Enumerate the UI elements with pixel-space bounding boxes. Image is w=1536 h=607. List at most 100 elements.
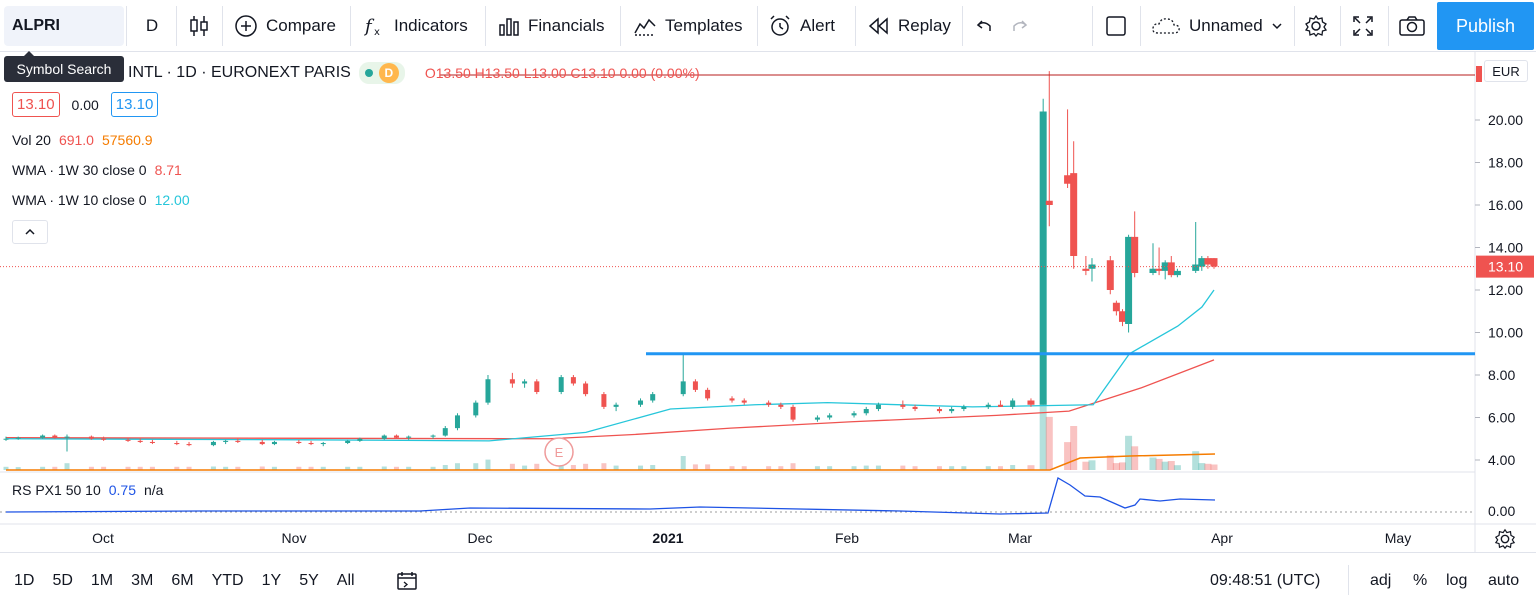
redo-button[interactable] xyxy=(1010,0,1030,52)
market-status-badge[interactable]: D xyxy=(358,62,405,84)
candle-body xyxy=(961,406,967,409)
series-legend: INTL · 1D · EURONEXT PARIS D O13.50 H13.… xyxy=(128,62,700,84)
rewind-icon xyxy=(868,17,888,35)
collapse-legend-button[interactable] xyxy=(12,220,48,244)
rsp-indicator: 0.00 xyxy=(0,477,1515,519)
candle-body xyxy=(40,435,46,438)
range-button-1y[interactable]: 1Y xyxy=(261,571,282,589)
calendar-range-icon xyxy=(397,571,417,590)
candle-body xyxy=(680,381,686,395)
candle-body xyxy=(570,377,576,384)
candle-body xyxy=(705,389,711,399)
gear-icon xyxy=(1494,528,1516,550)
volume-ma-line xyxy=(6,453,1216,471)
candle-body xyxy=(137,440,143,442)
volume-bar xyxy=(961,466,967,470)
auto-button[interactable]: auto xyxy=(1488,553,1519,607)
range-button-1m[interactable]: 1M xyxy=(90,571,114,589)
clock-button[interactable]: 09:48:51 (UTC) xyxy=(1210,553,1320,607)
candle-body xyxy=(357,438,363,441)
wma30-legend[interactable]: WMA · 1W 30 close 0 8.71 xyxy=(12,162,182,178)
volume-bar xyxy=(259,466,265,470)
interval-button[interactable]: D xyxy=(142,0,162,52)
candle-body xyxy=(442,428,448,436)
rsp-legend[interactable]: RS PX1 50 10 0.75 n/a xyxy=(12,482,163,498)
chart-type-button[interactable] xyxy=(187,0,211,52)
candle-body xyxy=(3,438,9,440)
candle-body xyxy=(729,398,735,401)
fullscreen-button[interactable] xyxy=(1352,0,1374,52)
volume-bar xyxy=(1039,400,1047,470)
volume-bar xyxy=(650,465,656,470)
symbol-label: ALPRI xyxy=(12,17,60,34)
symbol-search-button[interactable]: ALPRI xyxy=(4,6,124,46)
bid-pill[interactable]: 13.10 xyxy=(12,92,60,117)
candle-body xyxy=(406,436,412,438)
alert-button[interactable]: Alert xyxy=(768,0,835,52)
date-range-button[interactable] xyxy=(396,553,418,607)
wma10-legend[interactable]: WMA · 1W 10 close 0 12.00 xyxy=(12,192,190,208)
volume-bar xyxy=(64,463,70,470)
range-button-5y[interactable]: 5Y xyxy=(299,571,319,589)
layout-name-button[interactable]: Unnamed xyxy=(1151,0,1283,52)
layout-toggle-button[interactable] xyxy=(1105,0,1127,52)
candle-body xyxy=(692,381,698,390)
volume-bar xyxy=(912,466,918,470)
volume-bar xyxy=(1198,463,1206,470)
log-button[interactable]: log xyxy=(1446,553,1467,607)
candle-body xyxy=(1082,268,1090,271)
range-button-all[interactable]: All xyxy=(336,571,355,589)
divider xyxy=(1092,6,1093,46)
candle-body xyxy=(1131,236,1139,273)
currency-button[interactable]: EUR xyxy=(1484,60,1528,82)
range-button-ytd[interactable]: YTD xyxy=(211,571,244,589)
range-button-5d[interactable]: 5D xyxy=(52,571,73,589)
undo-button[interactable] xyxy=(974,0,994,52)
chart-canvas[interactable]: E 20.00 18.00 16.00 14.00 12.00 10.00 8.00 6.00… xyxy=(0,52,1536,552)
ask-pill[interactable]: 13.10 xyxy=(110,92,159,117)
moving-averages xyxy=(5,289,1216,471)
templates-button[interactable]: Templates xyxy=(633,0,742,52)
replay-button[interactable]: Replay xyxy=(868,0,951,52)
candle-body xyxy=(210,441,216,446)
adj-button[interactable]: adj xyxy=(1370,553,1391,607)
range-button-6m[interactable]: 6M xyxy=(171,571,194,589)
candle-body xyxy=(223,440,229,442)
candle-body xyxy=(936,409,942,412)
alarm-clock-icon xyxy=(770,15,790,36)
volume-legend[interactable]: Vol 20 691.0 57560.9 xyxy=(12,132,153,148)
financials-button[interactable]: Financials xyxy=(498,0,605,52)
snapshot-button[interactable] xyxy=(1398,0,1426,52)
series-title: INTL · 1D · EURONEXT PARIS xyxy=(128,64,351,81)
high-price-tag xyxy=(1476,66,1482,82)
wma10-line xyxy=(5,289,1215,442)
candle-body xyxy=(1161,262,1169,271)
cloud-icon xyxy=(1152,18,1180,34)
candle-body xyxy=(875,404,881,409)
candle-body xyxy=(863,409,869,414)
candle-body xyxy=(1125,236,1133,324)
candle-body xyxy=(583,383,589,395)
price-tick-label: 10.00 xyxy=(1488,325,1523,341)
volume-bar xyxy=(680,456,686,470)
volume-bar xyxy=(88,466,94,470)
volume-label: Vol 20 xyxy=(12,132,51,148)
candle-body xyxy=(52,435,58,438)
log-label: log xyxy=(1446,571,1468,589)
percent-button[interactable]: % xyxy=(1413,553,1427,607)
bar-chart-icon xyxy=(499,18,519,36)
publish-button[interactable]: Publish xyxy=(1437,2,1534,50)
settings-button[interactable] xyxy=(1304,0,1328,52)
chart-area[interactable]: E 20.00 18.00 16.00 14.00 12.00 10.00 8.00 6.00… xyxy=(0,52,1536,552)
templates-label: Templates xyxy=(665,16,743,35)
volume-bar xyxy=(1070,426,1078,470)
range-button-3m[interactable]: 3M xyxy=(131,571,154,589)
volume-bar xyxy=(1106,455,1114,470)
adj-label: adj xyxy=(1370,571,1392,589)
candle-body xyxy=(613,404,619,407)
chart-settings-button[interactable] xyxy=(1494,528,1516,555)
compare-button[interactable]: Compare xyxy=(234,0,336,52)
divider xyxy=(222,6,223,46)
range-button-1d[interactable]: 1D xyxy=(14,571,35,589)
